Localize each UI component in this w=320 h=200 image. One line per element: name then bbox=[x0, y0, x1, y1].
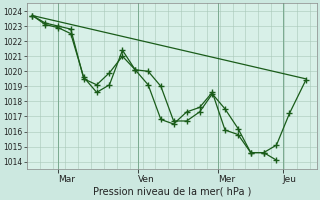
X-axis label: Pression niveau de la mer( hPa ): Pression niveau de la mer( hPa ) bbox=[92, 187, 251, 197]
